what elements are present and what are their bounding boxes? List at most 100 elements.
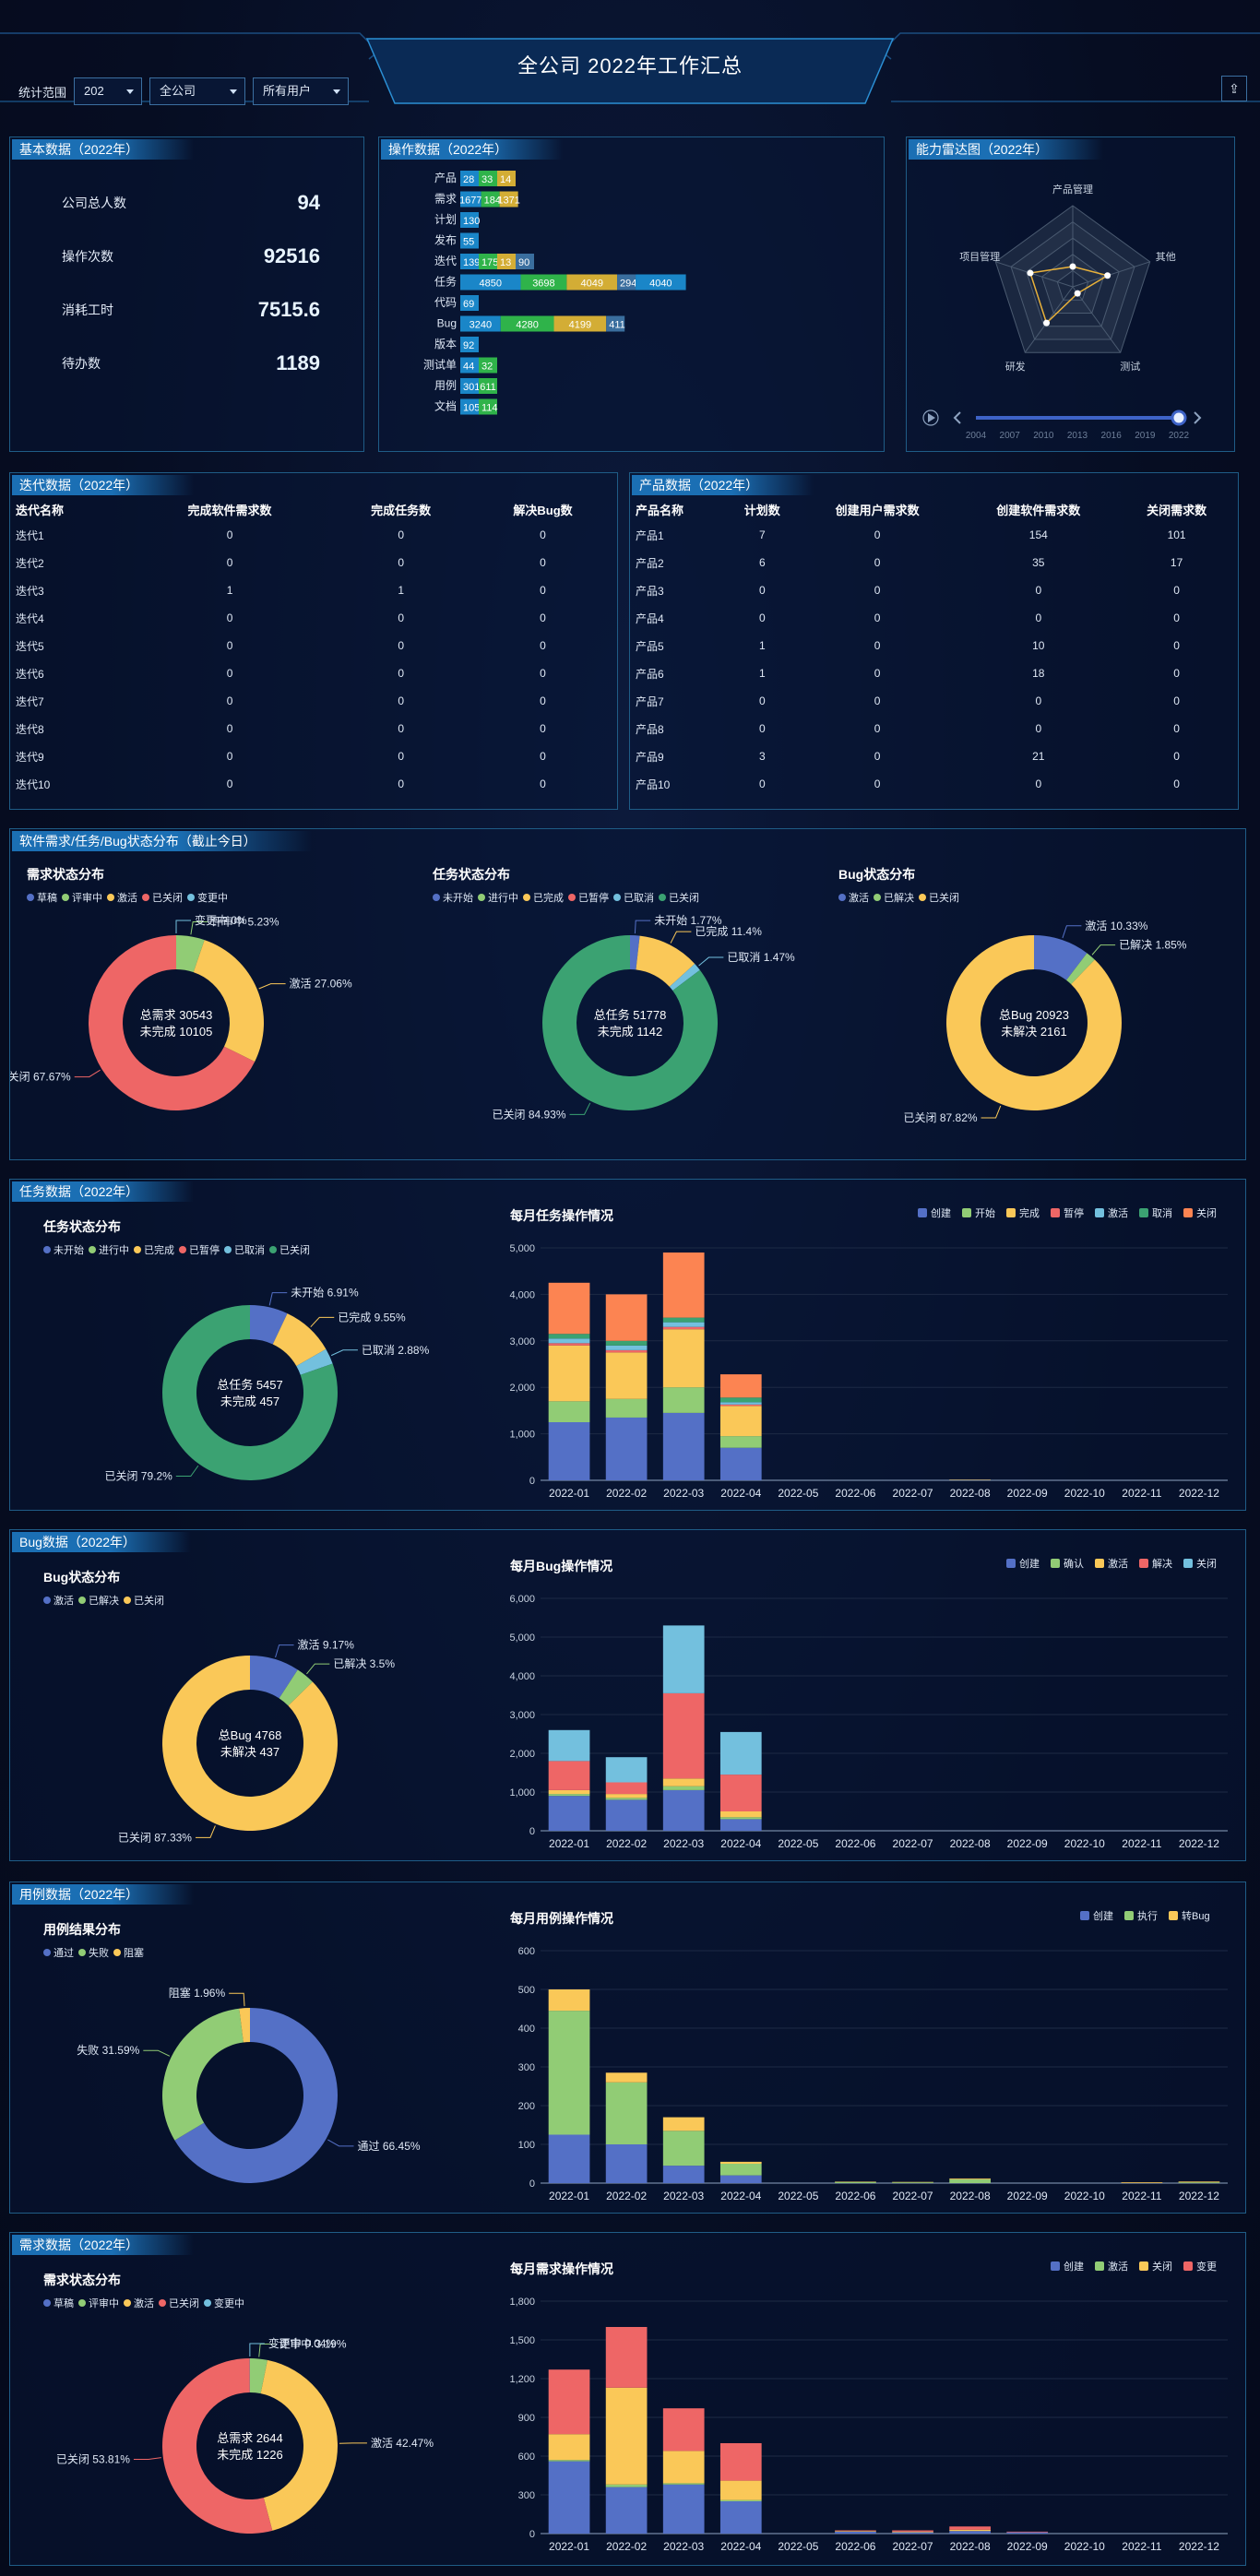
bar-segment[interactable]	[605, 2487, 648, 2534]
bar-segment[interactable]	[662, 1692, 705, 1779]
legend-label[interactable]: 进行中	[99, 1244, 129, 1256]
bar-segment[interactable]	[548, 1729, 590, 1762]
bar-segment[interactable]	[662, 1789, 705, 1831]
legend-label[interactable]: 暂停	[1064, 1206, 1084, 1219]
legend-label[interactable]: 转Bug	[1182, 1909, 1210, 1922]
legend-label[interactable]: 激活	[849, 891, 869, 904]
bar-segment[interactable]	[892, 2532, 933, 2534]
bar-segment[interactable]	[719, 1406, 762, 1437]
legend-label[interactable]: 激活	[53, 1594, 74, 1607]
year-select[interactable]: 202	[74, 77, 143, 105]
bar-segment[interactable]	[605, 2484, 648, 2487]
bar-segment[interactable]	[605, 2327, 648, 2388]
bar-segment[interactable]	[949, 2529, 991, 2532]
legend-label[interactable]: 进行中	[488, 892, 518, 904]
bar-segment[interactable]	[548, 1343, 590, 1346]
pie-slice[interactable]	[630, 935, 640, 970]
bar-segment[interactable]	[605, 1799, 648, 1831]
legend-label[interactable]: 关闭	[1152, 2260, 1172, 2273]
bar-segment[interactable]	[1006, 2531, 1049, 2533]
bar-segment[interactable]	[605, 1352, 648, 1399]
bar-segment[interactable]	[892, 2530, 933, 2532]
legend-label[interactable]: 已完成	[533, 891, 564, 904]
bar-segment[interactable]	[662, 2484, 705, 2534]
legend-label[interactable]: 激活	[1108, 1206, 1128, 1219]
pie-slice[interactable]	[174, 2008, 338, 2183]
bar-segment[interactable]	[719, 1374, 762, 1398]
bar-segment[interactable]	[662, 1322, 705, 1327]
bar-segment[interactable]	[548, 1794, 590, 1797]
legend-label[interactable]: 通过	[53, 1947, 74, 1959]
bar-segment[interactable]	[605, 1794, 648, 1798]
legend-label[interactable]: 草稿	[37, 891, 57, 904]
legend-label[interactable]: 激活	[117, 891, 137, 904]
bar-segment[interactable]	[605, 2072, 648, 2083]
legend-label[interactable]: 已取消	[624, 891, 654, 904]
legend-label[interactable]: 执行	[1137, 1909, 1158, 1922]
legend-label[interactable]: 未开始	[443, 891, 473, 904]
bar-segment[interactable]	[548, 1334, 590, 1339]
legend-label[interactable]: 完成	[1019, 1206, 1040, 1219]
bar-segment[interactable]	[719, 2443, 762, 2481]
bar-segment[interactable]	[949, 2531, 991, 2534]
bar-segment[interactable]	[662, 2483, 705, 2485]
legend-label[interactable]: 已关闭	[134, 1594, 164, 1607]
bar-segment[interactable]	[605, 1417, 648, 1480]
bar-segment[interactable]	[548, 1338, 590, 1344]
bar-segment[interactable]	[662, 1252, 705, 1318]
pie-slice[interactable]	[162, 2358, 273, 2534]
legend-label[interactable]: 阻塞	[124, 1946, 144, 1959]
bar-segment[interactable]	[835, 2531, 876, 2532]
bar-segment[interactable]	[548, 2434, 590, 2461]
bar-segment[interactable]	[662, 1412, 705, 1480]
pie-slice[interactable]	[250, 1656, 298, 1699]
pie-slice[interactable]	[279, 1669, 313, 1706]
pie-slice[interactable]	[542, 935, 718, 1110]
legend-label[interactable]: 已暂停	[578, 891, 609, 904]
bar-segment[interactable]	[605, 1782, 648, 1795]
bar-segment[interactable]	[662, 1778, 705, 1787]
bar-segment[interactable]	[719, 1819, 762, 1831]
legend-label[interactable]: 创建	[1093, 1909, 1113, 1922]
legend-label[interactable]: 已关闭	[929, 891, 959, 904]
legend-label[interactable]: 已关闭	[169, 2297, 199, 2309]
bar-segment[interactable]	[662, 2131, 705, 2166]
bar-segment[interactable]	[605, 2082, 648, 2144]
bar-segment[interactable]	[719, 1402, 762, 1405]
bar-segment[interactable]	[662, 1786, 705, 1790]
bar-segment[interactable]	[548, 1789, 590, 1795]
bar-segment[interactable]	[548, 2460, 590, 2462]
bar-segment[interactable]	[548, 2011, 590, 2135]
pie-slice[interactable]	[636, 935, 695, 987]
pie-slice[interactable]	[260, 2359, 339, 2531]
legend-label[interactable]: 已关闭	[279, 1243, 310, 1256]
bar-segment[interactable]	[949, 2526, 991, 2530]
bar-segment[interactable]	[662, 1326, 705, 1330]
timeline-handle[interactable]	[1171, 410, 1187, 426]
pie-slice[interactable]	[162, 1656, 339, 1831]
legend-label[interactable]: 激活	[134, 2297, 154, 2309]
export-button[interactable]: ⇪	[1221, 76, 1247, 101]
legend-label[interactable]: 评审中	[89, 2297, 119, 2309]
legend-label[interactable]: 变更中	[197, 891, 228, 904]
bar-segment[interactable]	[719, 2480, 762, 2500]
scope-select[interactable]: 全公司	[149, 77, 246, 105]
bar-segment[interactable]	[605, 1757, 648, 1783]
pie-slice[interactable]	[1066, 953, 1095, 985]
bar-segment[interactable]	[719, 1436, 762, 1448]
bar-segment[interactable]	[548, 2369, 590, 2435]
bar-segment[interactable]	[662, 2166, 705, 2183]
pie-slice[interactable]	[272, 1313, 327, 1367]
bar-segment[interactable]	[892, 2531, 933, 2533]
legend-label[interactable]: 评审中	[72, 891, 102, 904]
legend-label[interactable]: 未开始	[53, 1243, 84, 1256]
bar-segment[interactable]	[662, 1317, 705, 1323]
legend-label[interactable]: 取消	[1152, 1206, 1172, 1219]
pie-slice[interactable]	[162, 2008, 244, 2141]
bar-segment[interactable]	[548, 1989, 590, 2012]
bar-segment[interactable]	[719, 1775, 762, 1811]
bar-segment[interactable]	[605, 1798, 648, 1800]
bar-segment[interactable]	[835, 2531, 876, 2534]
user-select[interactable]: 所有用户	[253, 77, 350, 105]
legend-label[interactable]: 已解决	[884, 891, 914, 904]
